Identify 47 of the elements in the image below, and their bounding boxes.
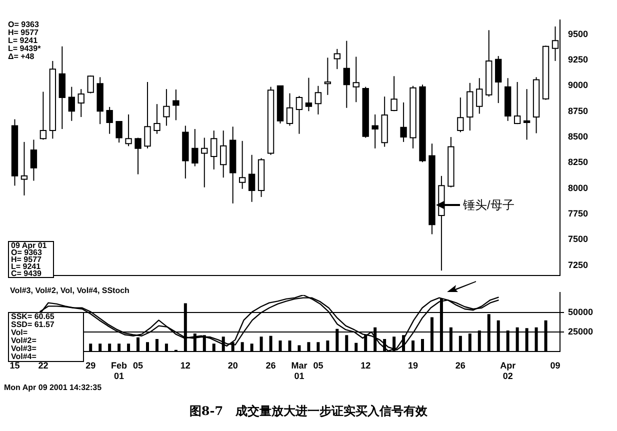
annotation: Vol= [11,328,29,337]
caption: 图8-7 成交量放大进一步证实买入信号有效 [188,403,429,419]
y-tick-label: 7750 [568,208,588,218]
text: Mon Apr 09 2001 14:32:35 [4,383,102,392]
annotation: O= 9363 [11,248,43,257]
x-tick-label: 05 [133,360,144,370]
y-tick-label: 7500 [568,234,588,244]
x-tick-label: 19 [408,360,418,370]
x-tick-label: 29 [86,360,96,370]
y-tick-label: 50000 [568,307,594,318]
y-tick-label: 8750 [568,106,588,116]
annotation: Vol#2= [11,336,38,345]
annotation: L= 9241 [11,262,41,271]
annotation: SSD= 61.57 [11,320,56,329]
x-tick-label: Feb 01 [111,360,128,382]
annotation: SSK= 60.65 [11,312,56,321]
annotation: 锤头/母子 [463,198,514,212]
x-tick-label: 26 [455,360,466,370]
y-tick-label: 8000 [568,182,588,193]
annotation: O= 9363 [8,20,40,29]
y-tick-label: 25000 [568,326,594,336]
y-tick-label: 9500 [568,28,588,39]
x-tick-label: 12 [360,360,371,370]
annotation: 09 Apr 01 [11,241,48,250]
annotation: H= 9577 [11,255,42,264]
annotation: Δ= +48 [8,52,36,61]
x-tick-label: 22 [38,360,48,370]
x-tick-label: Mar 01 [291,360,308,382]
annotation: Vol#3, Vol#2, Vol, Vol#4, SStoch [10,286,130,295]
x-tick-label: 12 [180,360,190,370]
text: Vol#4= [11,352,38,361]
x-tick-label: Apr 02 [500,360,516,382]
annotation: L= 9439* [8,44,41,53]
annotation: L= 9241 [8,36,39,45]
x-tick-label: 15 [10,360,20,370]
y-tick-label: 8500 [568,132,588,142]
annotation: H= 9577 [8,28,40,37]
y-tick-label: 8250 [568,157,588,168]
annotation: C= 9439 [11,269,42,278]
y-tick-label: 9000 [568,80,588,90]
x-tick-label: 05 [313,360,324,370]
x-tick-label: 20 [228,360,238,370]
y-tick-label: 7250 [568,260,588,270]
annotation: Vol#3= [11,344,38,353]
x-tick-label: 09 [550,360,560,370]
x-tick-label: 26 [266,360,276,370]
y-tick-label: 9250 [568,54,588,65]
